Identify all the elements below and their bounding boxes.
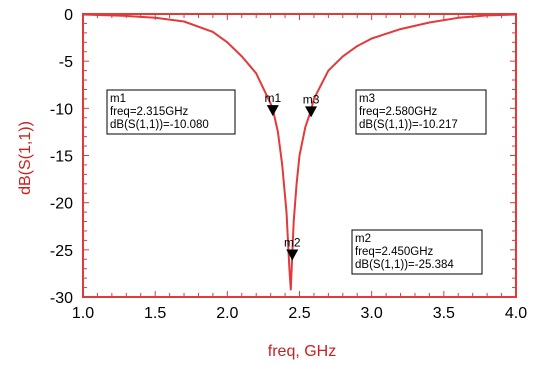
marker-m1-readout-value: dB(S(1,1))=-10.080 [110,119,209,131]
marker-m1-label: m1 [264,91,281,105]
y-tick-label: -30 [50,290,73,307]
marker-m2-label: m2 [284,235,301,249]
marker-m1-readout-name: m1 [110,93,126,105]
x-axis-title: freq, GHz [268,343,336,360]
marker-m1-readout-freq: freq=2.315GHz [110,106,189,118]
marker-m2-readout-value: dB(S(1,1))=-25.384 [355,259,454,271]
plot-frame [82,13,517,298]
marker-m2-readout-freq: freq=2.450GHz [355,246,434,258]
y-tick-label: -5 [59,54,73,71]
marker-m1-triangle [266,105,279,117]
y-tick-label: -25 [50,243,73,260]
x-tick-label: 3.0 [361,305,383,322]
marker-m2-readout-box [351,229,483,275]
x-tick-label: 4.0 [505,305,527,322]
x-tick-label: 1.0 [72,305,94,322]
marker-m3-triangle [305,106,318,118]
y-tick-label: -10 [50,101,73,118]
marker-m3-label: m3 [303,92,320,106]
y-tick-label: -20 [50,196,73,213]
y-tick-label: 0 [64,7,73,24]
y-tick-label: -15 [50,149,73,166]
x-tick-label: 2.0 [216,305,238,322]
x-tick-label: 3.5 [433,305,455,322]
marker-m2-readout-name: m2 [355,233,371,245]
y-axis-title: dB(S(1,1)) [17,121,34,195]
marker-m3-readout-value: dB(S(1,1))=-10.217 [359,119,458,131]
marker-m3-readout-freq: freq=2.580GHz [359,106,438,118]
marker-m3-readout-box [355,89,487,135]
x-tick-label: 1.5 [144,305,166,322]
x-tick-label: 2.5 [288,305,310,322]
marker-m2-triangle [286,249,299,261]
marker-m3-readout-name: m3 [359,93,375,105]
marker-m1-readout-box [106,89,236,135]
